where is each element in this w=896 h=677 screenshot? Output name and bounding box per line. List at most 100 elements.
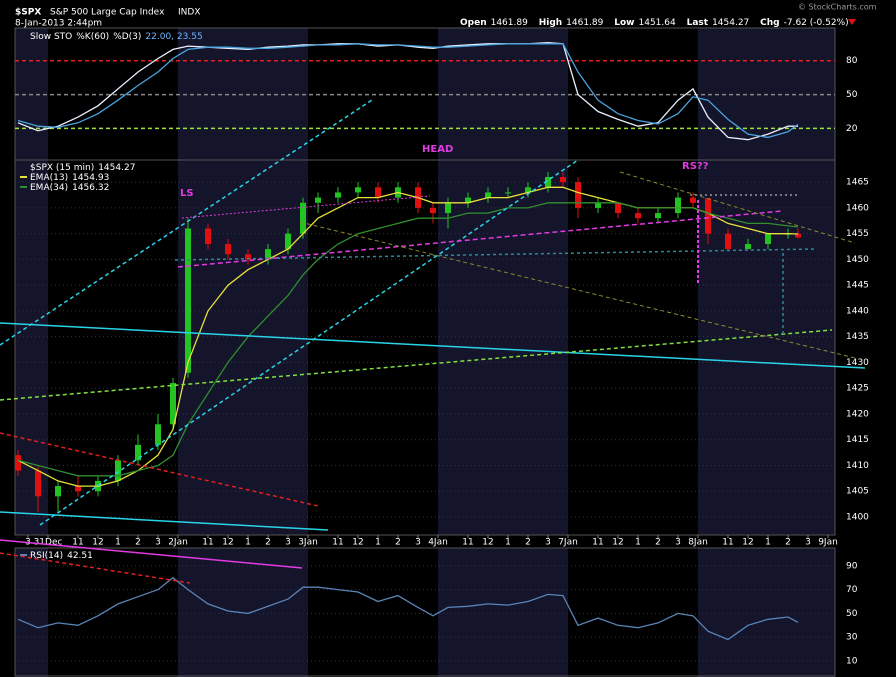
candle-body xyxy=(135,444,141,461)
y-tick-label: 1440 xyxy=(846,306,869,316)
x-tick-label: 1 xyxy=(765,538,771,548)
quote-label: Chg xyxy=(760,18,779,28)
candle-body xyxy=(485,192,491,198)
candle-body xyxy=(265,249,271,260)
candle-body xyxy=(170,383,176,425)
x-tick-label: 12 xyxy=(482,538,493,548)
candle-body xyxy=(300,202,306,234)
candle-body xyxy=(545,176,551,188)
quote-label: Low xyxy=(614,18,634,28)
y-tick-label: 1435 xyxy=(846,332,869,342)
day-shading xyxy=(15,28,835,677)
candle-body xyxy=(765,233,771,244)
candle-body xyxy=(115,460,121,481)
quote-value: 1461.89 xyxy=(491,18,528,28)
x-tick-label: 11 xyxy=(72,538,83,548)
legend-entry: EMA(13) xyxy=(30,173,68,183)
y-tick-label: 90 xyxy=(846,561,858,571)
y-tick-label: 50 xyxy=(846,609,858,619)
annotation: HEAD xyxy=(422,144,453,155)
candle-body xyxy=(245,254,251,260)
candle-body xyxy=(430,207,436,214)
x-tick-label: 1 xyxy=(375,538,381,548)
x-tick-label: 3 xyxy=(285,538,291,548)
x-tick-label: 12 xyxy=(612,538,623,548)
x-tick-label: 31Dec xyxy=(34,538,63,548)
date: 8-Jan-2013 2:44pm xyxy=(15,19,102,29)
y-tick-label: 1420 xyxy=(846,409,869,419)
x-tick-label: 1 xyxy=(115,538,121,548)
candle-body xyxy=(615,202,621,214)
legend-title: Slow STO xyxy=(30,32,72,42)
x-tick-label: 12 xyxy=(352,538,363,548)
candle-body xyxy=(575,182,581,208)
x-tick-label: 11 xyxy=(332,538,343,548)
candle-body xyxy=(675,197,681,214)
series-line xyxy=(17,43,799,139)
candle-body xyxy=(655,213,661,219)
legend-value: 1454.27 xyxy=(98,163,135,173)
x-tick-label: 2 xyxy=(655,538,661,548)
symbol-name: S&P 500 Large Cap Index xyxy=(50,8,165,18)
candle-body xyxy=(15,455,21,471)
annotation: LS xyxy=(180,188,194,199)
legend-entry: EMA(34) xyxy=(30,183,68,193)
legend: Slow STO %K(60) %D(3) 22.00, 23.55 xyxy=(30,32,203,42)
legend-entry: RSI(14) xyxy=(30,551,63,561)
candle-body xyxy=(595,202,601,208)
quote-label: High xyxy=(539,18,562,28)
series-line xyxy=(17,576,799,641)
quote-label: Open xyxy=(460,18,487,28)
y-tick-label: 80 xyxy=(846,56,858,66)
symbol: $SPX xyxy=(15,8,41,18)
legend: EMA(34) 1456.32 xyxy=(30,183,109,193)
down-arrow-icon xyxy=(848,19,856,25)
legend: EMA(13) 1454.93 xyxy=(30,173,109,183)
x-tick-label: 9Jan xyxy=(818,538,838,548)
legend: $SPX (15 min) 1454.27 xyxy=(30,163,135,173)
x-tick-label: 4Jan xyxy=(428,538,448,548)
legend-values: 22.00, 23.55 xyxy=(145,32,202,42)
exchange: INDX xyxy=(178,8,200,18)
x-tick-label: 1 xyxy=(505,538,511,548)
legend-title: $SPX (15 min) xyxy=(30,163,94,173)
quote-value: 1454.27 xyxy=(712,18,749,28)
x-tick-label: 2 xyxy=(135,538,141,548)
quote-value: 1451.64 xyxy=(639,18,676,28)
quote-value: -7.62 (-0.52%) xyxy=(784,18,849,28)
y-tick-label: 1410 xyxy=(846,461,869,471)
y-tick-label: 50 xyxy=(846,90,858,100)
candle-body xyxy=(205,228,211,244)
quote-value: 1461.89 xyxy=(566,18,603,28)
y-tick-label: 30 xyxy=(846,633,858,643)
series-line xyxy=(17,202,799,477)
candle-body xyxy=(505,192,511,194)
y-tick-label: 70 xyxy=(846,585,858,595)
candle-body xyxy=(315,197,321,203)
y-tick-label: 1415 xyxy=(846,435,869,445)
y-tick-label: 1465 xyxy=(846,178,869,188)
y-tick-label: 1400 xyxy=(846,512,869,522)
trend-lines xyxy=(0,99,866,584)
x-tick-label: 11 xyxy=(202,538,213,548)
quote: Open 1461.89 High 1461.89 Low 1451.64 Last 1… xyxy=(460,18,849,28)
candle-body xyxy=(185,228,191,373)
legend-value: 42.51 xyxy=(67,551,93,561)
y-tick-label: 1450 xyxy=(846,255,869,265)
candle-body xyxy=(75,486,81,492)
y-tick-label: 1405 xyxy=(846,487,869,497)
annotation: RS?? xyxy=(682,161,709,172)
legend-entry: %K(60) xyxy=(76,32,109,42)
legend: RSI(14) 42.51 xyxy=(30,551,93,561)
x-tick-label: 3 xyxy=(155,538,161,548)
x-tick-label: 2 xyxy=(785,538,791,548)
legend-value: 1454.93 xyxy=(72,173,109,183)
candle-body xyxy=(285,233,291,250)
x-tick-label: 3Jan xyxy=(298,538,318,548)
x-tick-label: 2Jan xyxy=(168,538,188,548)
y-tick-label: 1445 xyxy=(846,281,869,291)
x-tick-label: 1 xyxy=(635,538,641,548)
x-tick-label: 12 xyxy=(222,538,233,548)
candle-body xyxy=(335,192,341,198)
